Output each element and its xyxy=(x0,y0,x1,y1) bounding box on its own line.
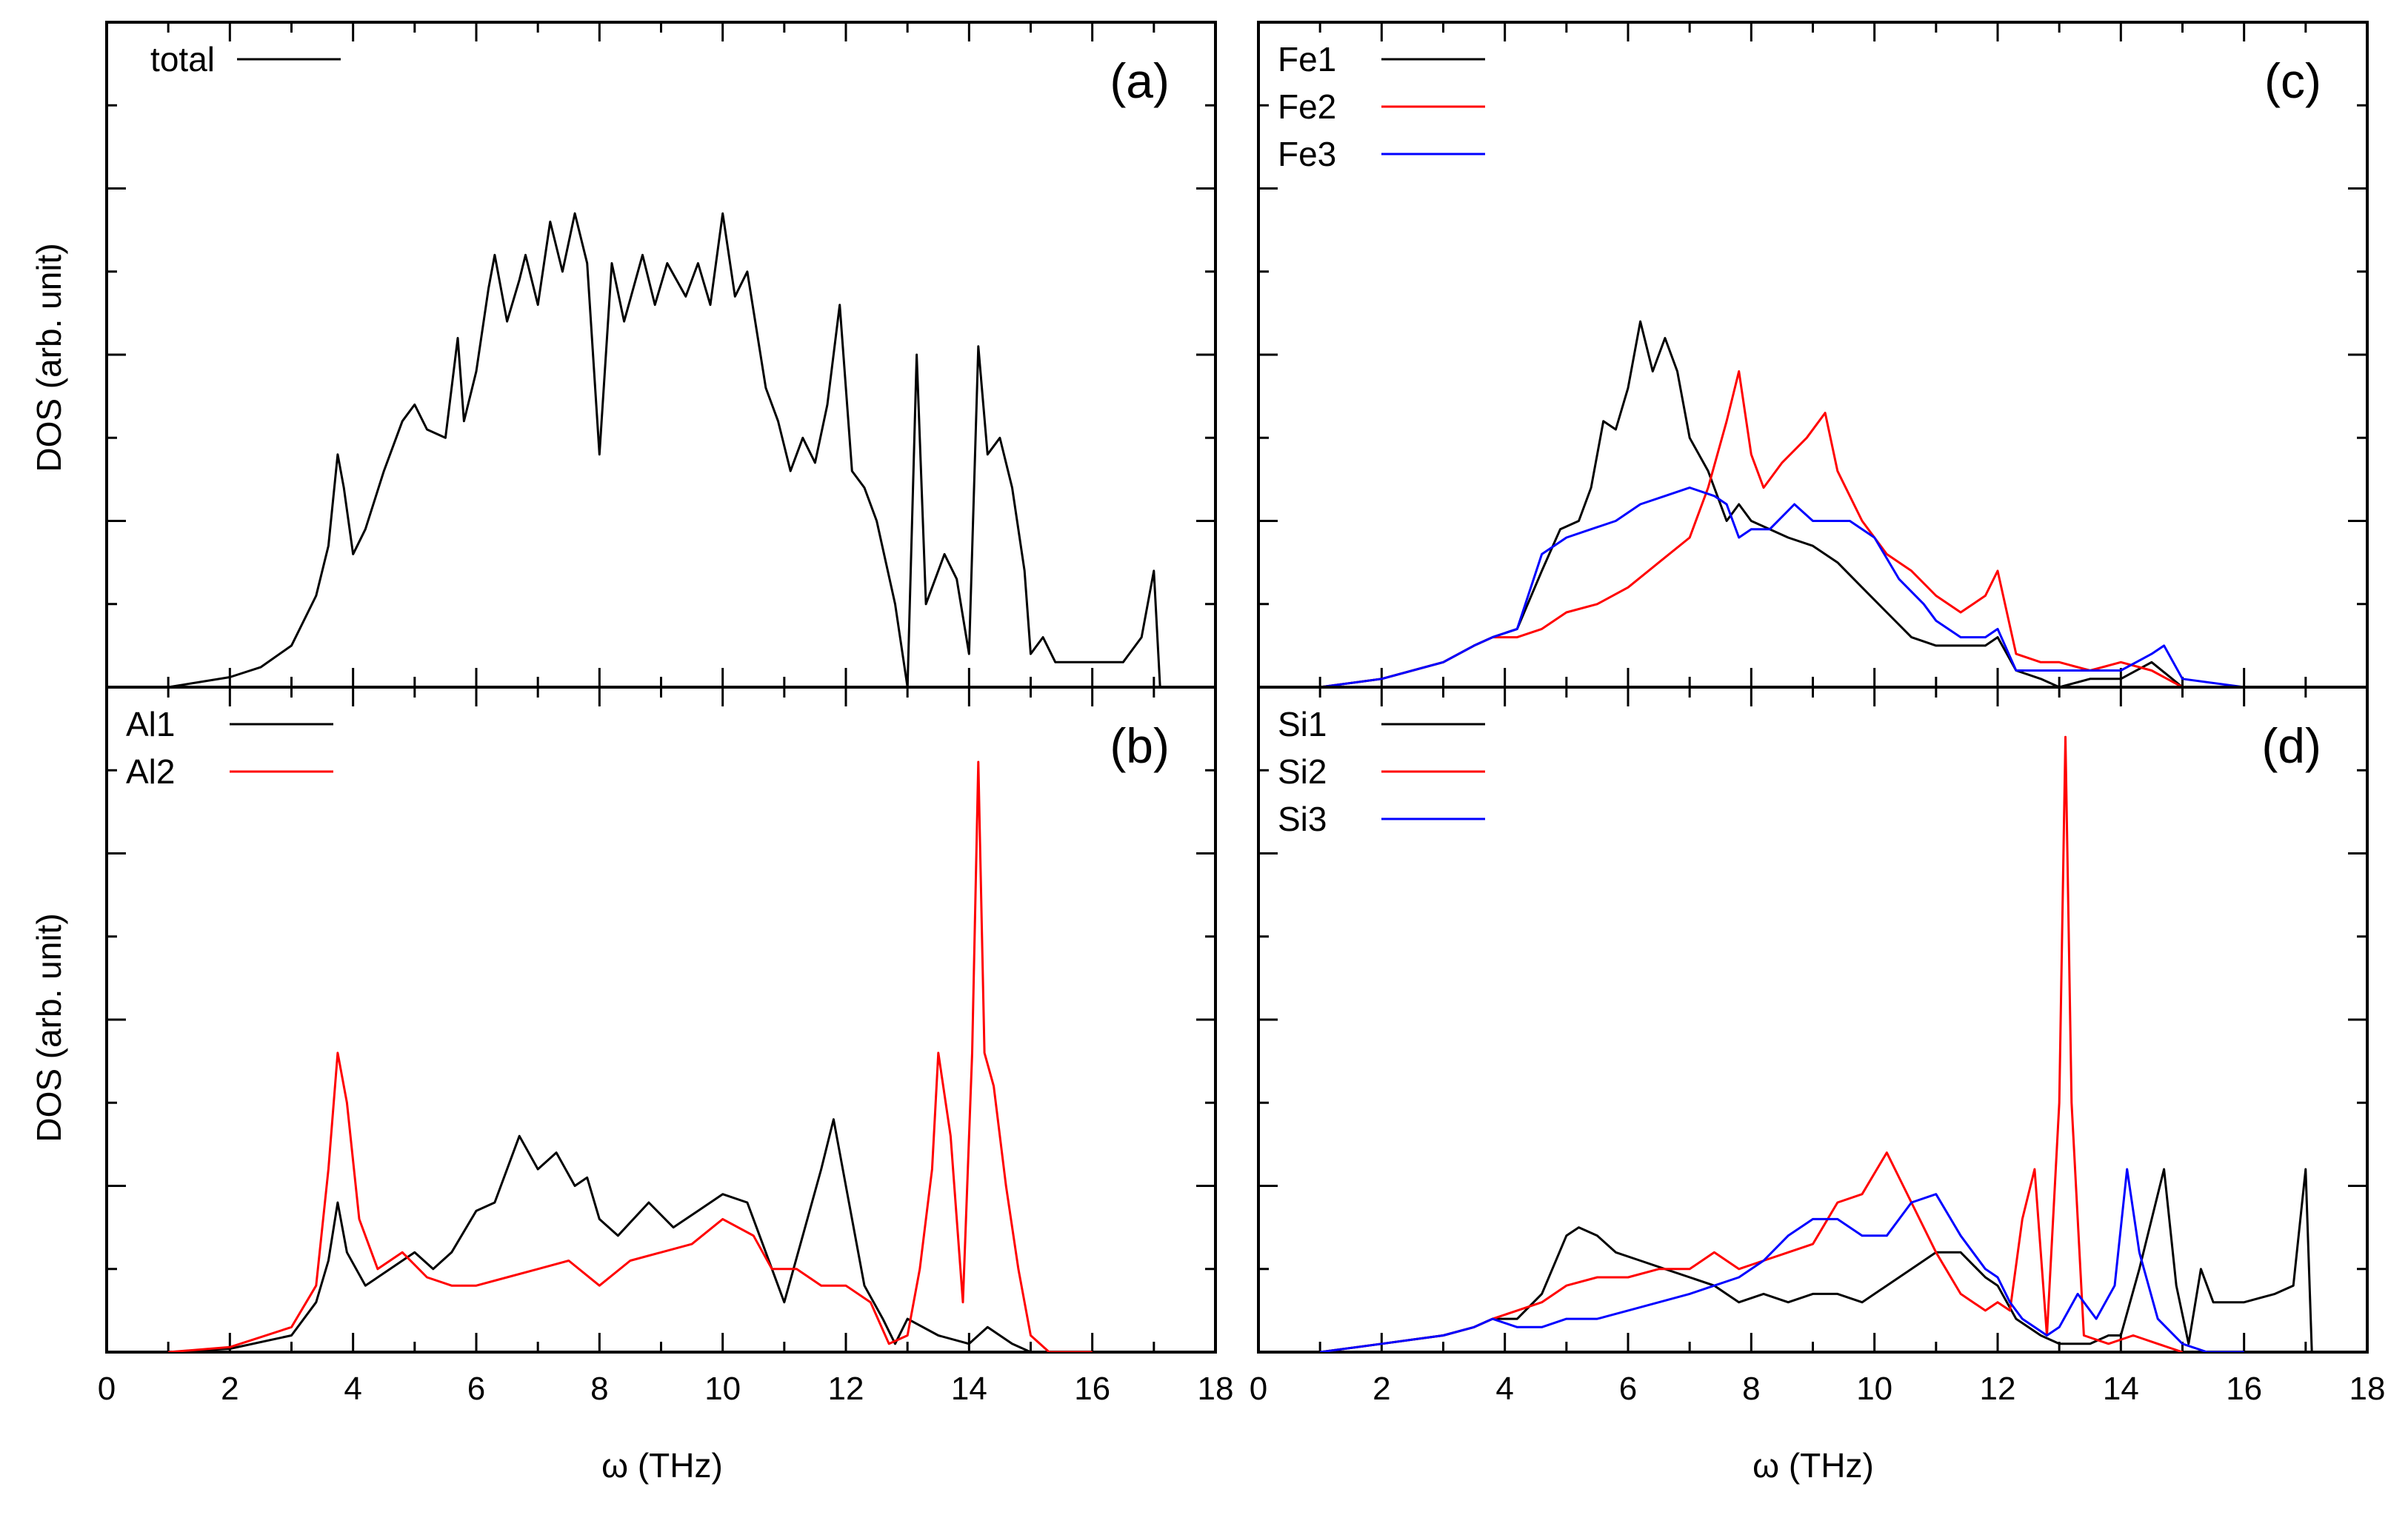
panel-d: 0 2 4 6 8 10 12 14 16 18 Si1 Si2 Si3 (d) xyxy=(1250,686,2386,1407)
legend-label-total: total xyxy=(150,40,215,78)
x-tick-label: 8 xyxy=(1742,1371,1760,1407)
panel-b: 0 2 4 6 8 10 12 14 16 18 Al1 Al2 (b) xyxy=(98,686,1234,1407)
x-tick-label: 2 xyxy=(1373,1371,1390,1407)
legend-label-al2: Al2 xyxy=(126,752,175,791)
series-line-al2 xyxy=(168,760,1093,1352)
x-tick-label: 4 xyxy=(344,1371,361,1407)
series-line-fe1 xyxy=(1319,320,2244,687)
panel-label-d: (d) xyxy=(2261,718,2321,773)
series-group-d xyxy=(1319,735,2313,1352)
series-group-c xyxy=(1319,320,2306,687)
series-line-si2 xyxy=(1319,735,2183,1352)
x-tick-label: 0 xyxy=(98,1371,116,1407)
panel-label-c: (c) xyxy=(2264,53,2321,108)
panel-label-b: (b) xyxy=(1110,718,1170,773)
xlabel-right: ω (THz) xyxy=(1752,1446,1874,1485)
legend-label-al1: Al1 xyxy=(126,705,175,743)
series-line-fe2 xyxy=(1319,370,2244,687)
legend-label-fe1: Fe1 xyxy=(1278,40,1336,78)
x-tick-label: 6 xyxy=(467,1371,485,1407)
legend-label-si2: Si2 xyxy=(1278,752,1327,791)
series-line-al1 xyxy=(168,1118,1032,1352)
panel-label-a: (a) xyxy=(1110,53,1170,108)
x-tick-label: 10 xyxy=(704,1371,741,1407)
legend-label-si1: Si1 xyxy=(1278,705,1327,743)
series-line-si3 xyxy=(1319,1168,2244,1352)
series-group-b xyxy=(168,760,1093,1352)
x-tick-label: 18 xyxy=(2349,1371,2386,1407)
x-tick-label: 6 xyxy=(1619,1371,1637,1407)
x-tick-label: 8 xyxy=(590,1371,608,1407)
x-tick-label: 14 xyxy=(2103,1371,2139,1407)
series-line-si1 xyxy=(1319,1168,2313,1352)
series-line-fe3 xyxy=(1319,486,2306,687)
ylabel-top: DOS (arb. unit) xyxy=(30,243,68,472)
x-tick-label: 4 xyxy=(1495,1371,1513,1407)
legend-label-fe2: Fe2 xyxy=(1278,87,1336,126)
x-tick-label: 16 xyxy=(2226,1371,2262,1407)
x-tick-label: 16 xyxy=(1074,1371,1110,1407)
ylabel-bottom: DOS (arb. unit) xyxy=(30,913,68,1142)
xlabel-left: ω (THz) xyxy=(601,1446,723,1485)
series-line-total xyxy=(167,212,1161,687)
series-group-a xyxy=(167,212,1161,687)
x-tick-label: 12 xyxy=(828,1371,864,1407)
x-tick-label: 0 xyxy=(1250,1371,1267,1407)
x-tick-label: 10 xyxy=(1856,1371,1892,1407)
x-tick-label: 14 xyxy=(951,1371,987,1407)
x-tick-label: 18 xyxy=(1198,1371,1234,1407)
legend-label-si3: Si3 xyxy=(1278,800,1327,838)
x-tick-label: 2 xyxy=(221,1371,239,1407)
x-tick-label: 12 xyxy=(1980,1371,2016,1407)
legend-label-fe3: Fe3 xyxy=(1278,135,1336,173)
